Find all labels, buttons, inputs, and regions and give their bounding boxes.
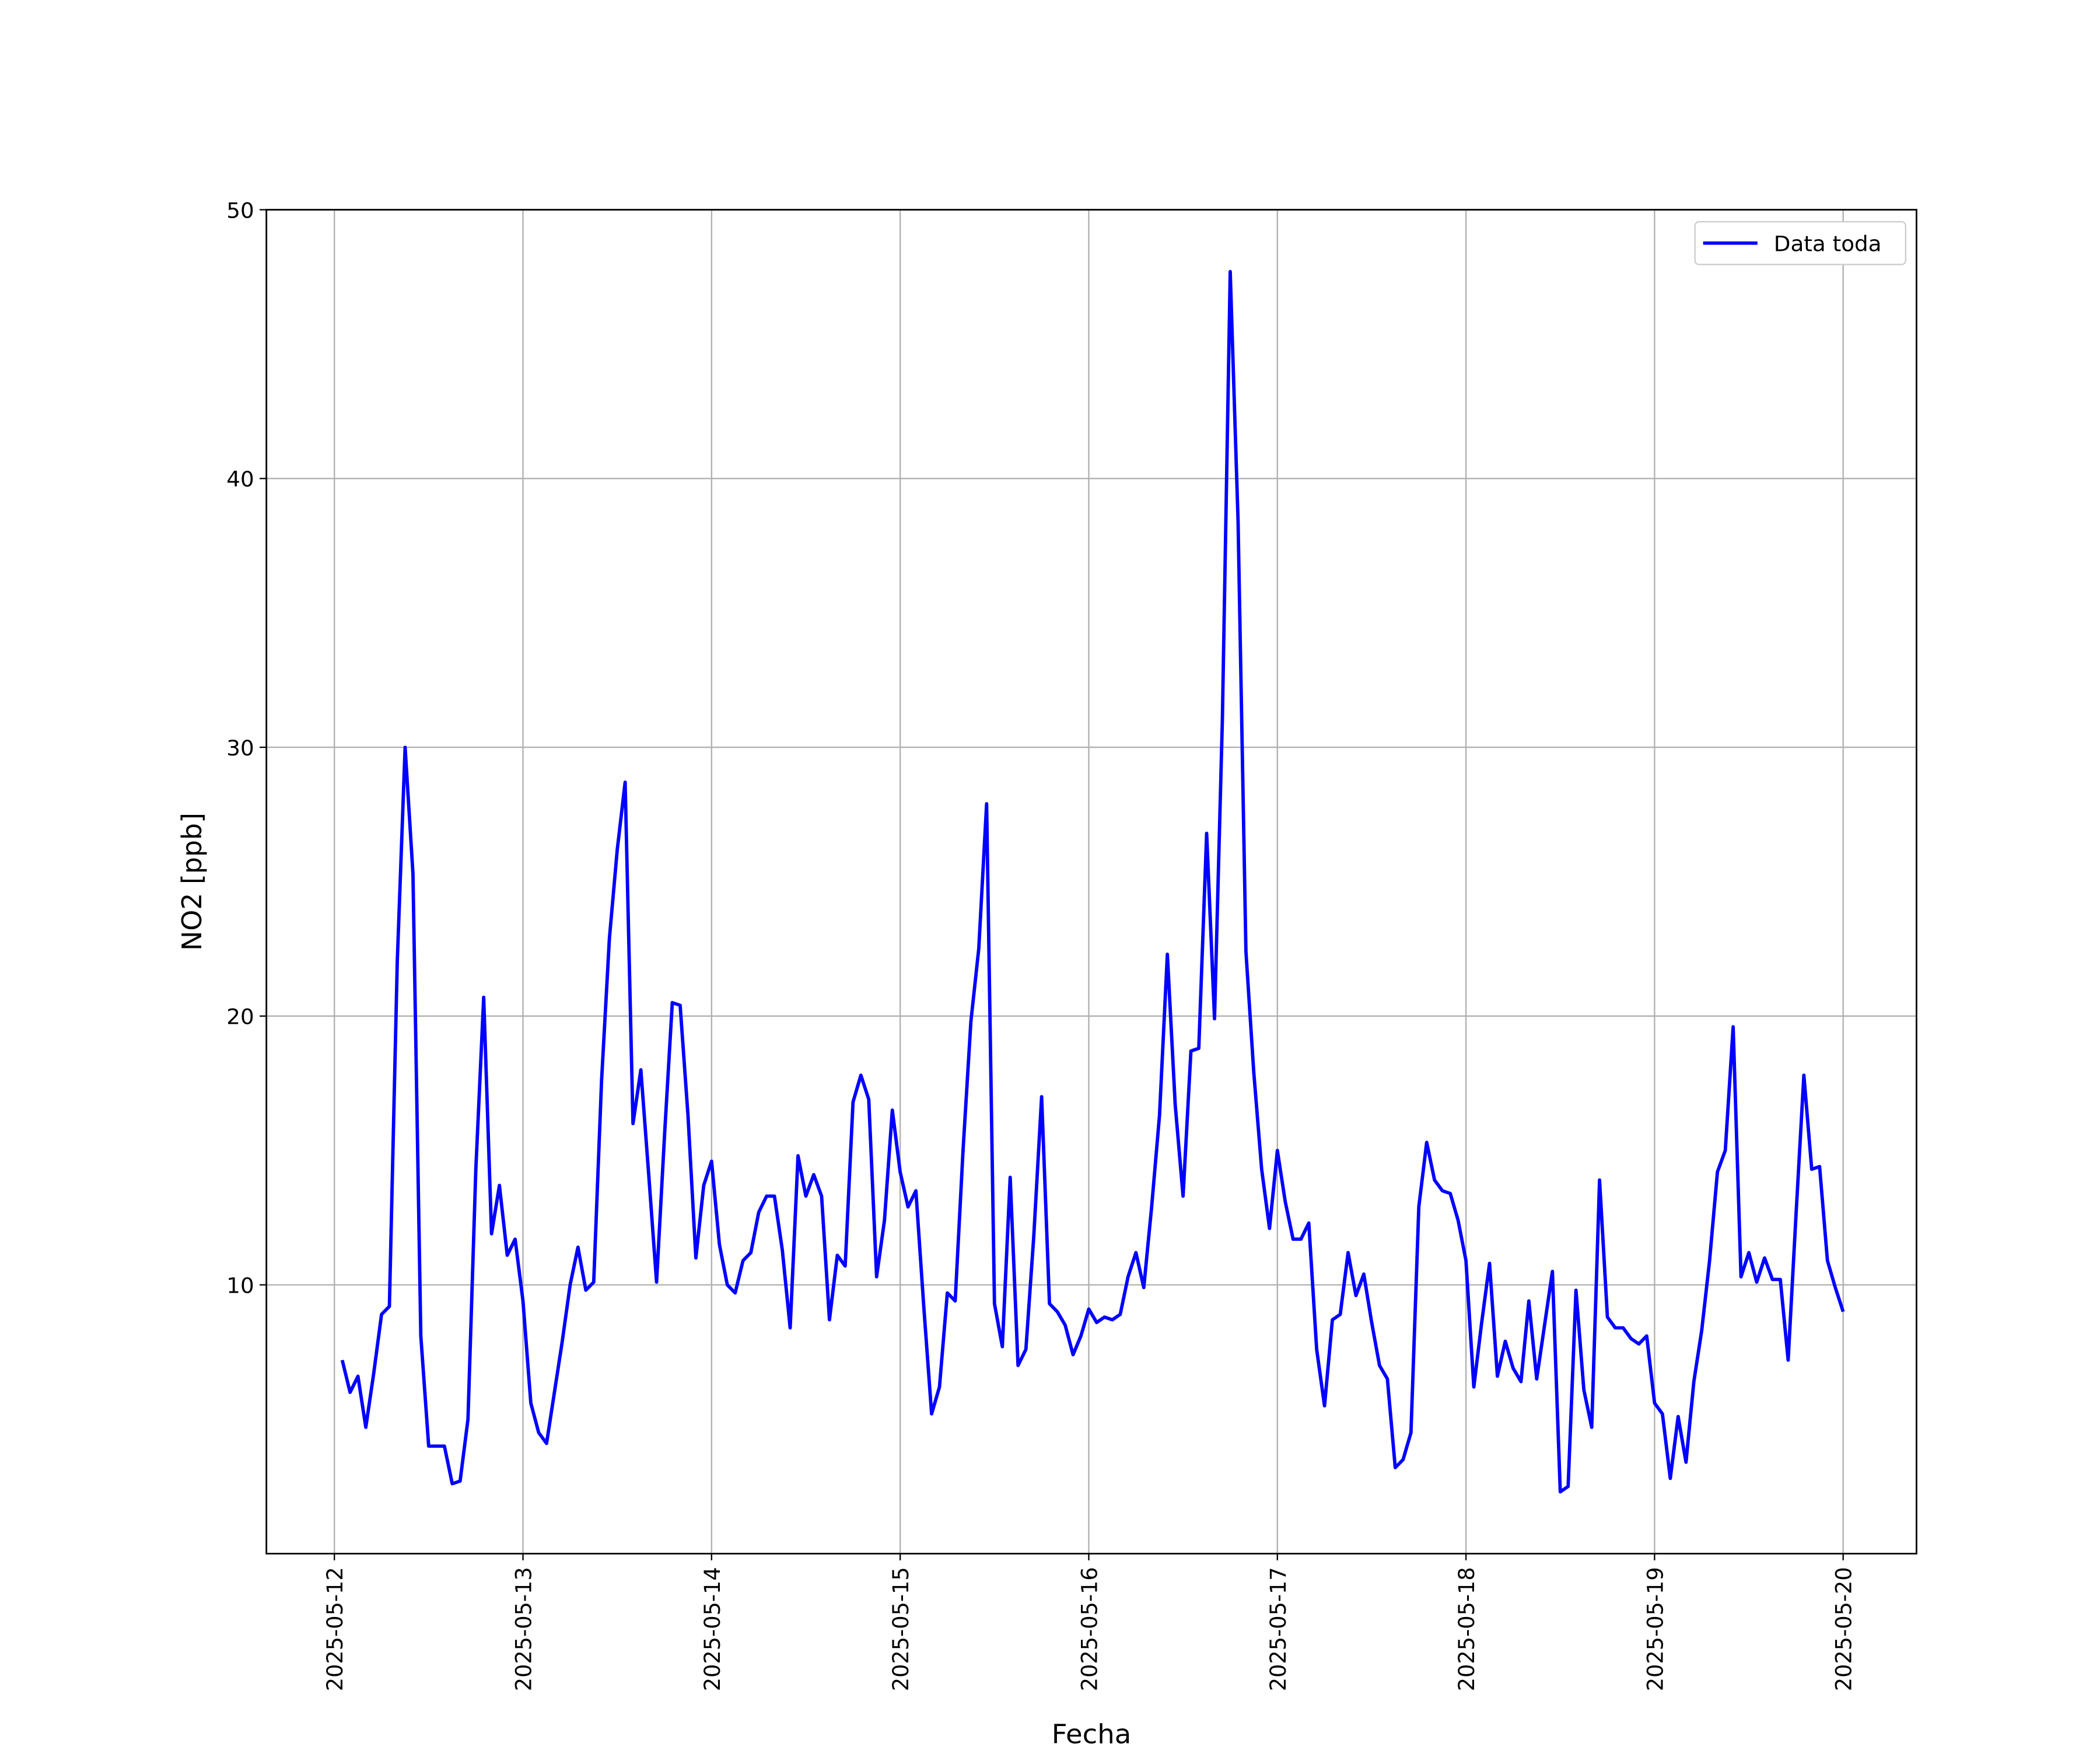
legend: Data toda	[1694, 221, 1906, 265]
y-tick-label: 20	[226, 1005, 254, 1030]
x-tick-label: 2025-05-12	[323, 1567, 348, 1691]
y-tick-label: 10	[226, 1273, 254, 1298]
x-tick-label: 2025-05-17	[1265, 1567, 1290, 1691]
legend-box	[1694, 221, 1906, 265]
y-tick-label: 50	[226, 198, 254, 223]
y-axis-label: NO2 [ppb]	[176, 813, 207, 951]
plot-frame	[265, 209, 1917, 1555]
y-tick-label: 40	[226, 467, 254, 492]
legend-label: Data toda	[1774, 232, 1882, 257]
x-tick-label: 2025-05-14	[700, 1567, 725, 1691]
y-tick-label: 30	[226, 736, 254, 761]
x-tick-label: 2025-05-18	[1454, 1567, 1479, 1691]
x-axis-label: Fecha	[1052, 1718, 1132, 1750]
x-tick-label: 2025-05-15	[888, 1567, 914, 1691]
x-tick-label: 2025-05-13	[511, 1567, 536, 1691]
x-tick-label: 2025-05-20	[1831, 1567, 1856, 1691]
x-tick-label: 2025-05-16	[1077, 1567, 1102, 1691]
data-line	[340, 270, 1845, 1494]
x-tick-label: 2025-05-19	[1643, 1567, 1668, 1691]
